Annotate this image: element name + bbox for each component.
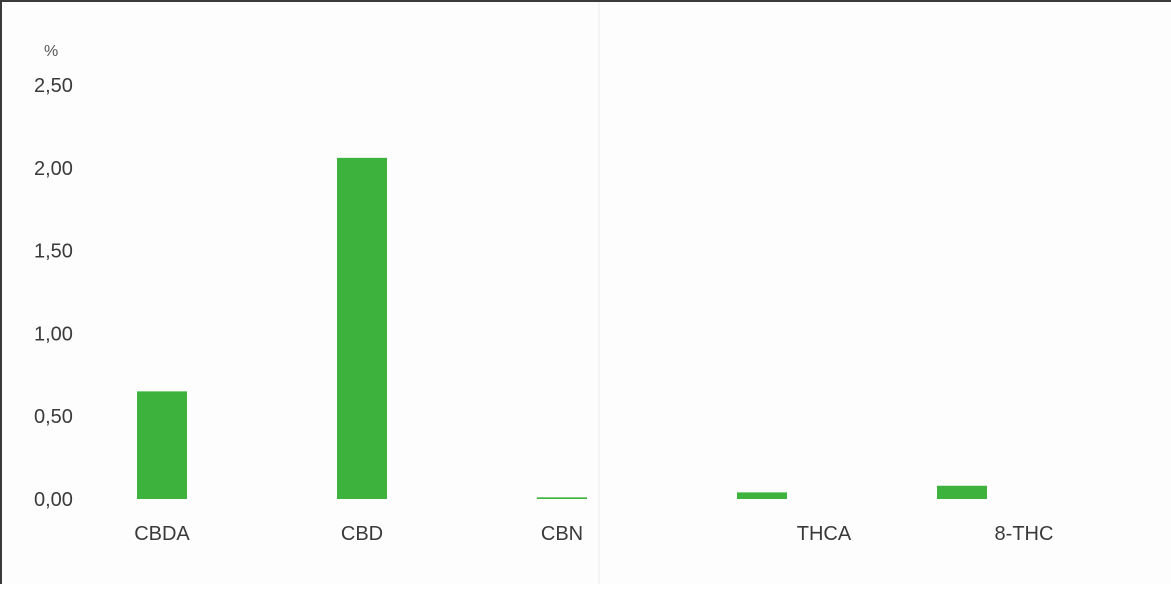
x-category-label: CBDA — [134, 523, 190, 545]
x-axis-labels: CBDA CBD CBN THCA 8-THC — [134, 523, 1053, 545]
y-axis-ticks: 0,00 0,50 1,00 1,50 2,00 2,50 — [34, 75, 73, 511]
y-tick-label: 2,00 — [34, 158, 73, 180]
bar — [137, 391, 187, 499]
y-tick-label: 2,50 — [34, 75, 73, 97]
x-category-label: 8-THC — [995, 523, 1054, 545]
bars — [137, 157, 987, 499]
y-tick-label: 0,00 — [34, 489, 73, 511]
y-tick-label: 1,50 — [34, 241, 73, 263]
x-category-label: CBN — [541, 523, 583, 545]
bar — [537, 497, 587, 499]
bar — [337, 157, 387, 499]
x-category-label: THCA — [797, 523, 852, 545]
bar — [937, 485, 987, 499]
y-tick-label: 1,00 — [34, 323, 73, 345]
x-category-label: CBD — [341, 523, 383, 545]
y-tick-label: 0,50 — [34, 406, 73, 428]
bar — [737, 492, 787, 499]
y-axis-unit-label: % — [44, 43, 58, 60]
